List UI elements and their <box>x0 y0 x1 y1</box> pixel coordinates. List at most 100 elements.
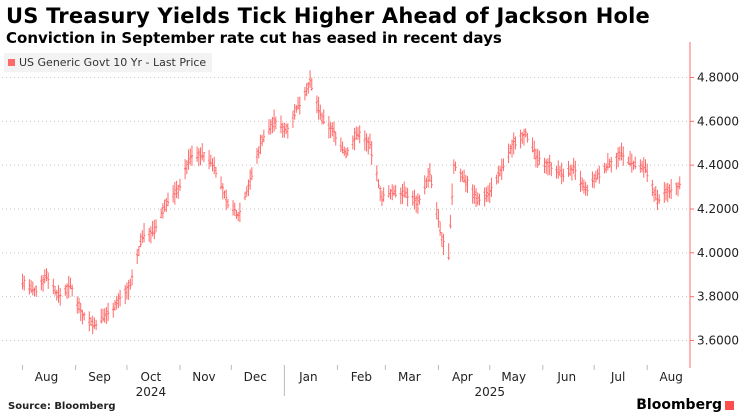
price-bar <box>533 140 536 160</box>
price-bar <box>103 308 106 323</box>
y-tick-label: 3.6000 <box>697 334 739 348</box>
legend-swatch <box>8 59 15 66</box>
price-bar <box>117 293 120 309</box>
price-bar <box>615 152 618 170</box>
price-bar <box>334 131 337 146</box>
price-bar <box>391 184 394 201</box>
price-bar <box>610 156 613 173</box>
price-bar <box>464 174 468 193</box>
price-bar <box>185 160 189 175</box>
price-bar <box>137 245 141 257</box>
price-bar <box>536 148 539 168</box>
price-bar <box>127 279 130 300</box>
price-bar <box>248 169 252 190</box>
price-bar <box>29 280 33 294</box>
price-bar <box>118 289 122 307</box>
price-bar <box>209 154 212 167</box>
x-tick-label: Jun <box>556 370 576 384</box>
price-bar <box>644 159 647 173</box>
price-bar <box>356 126 360 140</box>
price-bar <box>558 165 562 177</box>
price-bar <box>382 187 385 202</box>
price-bar <box>69 277 72 290</box>
price-bar <box>77 297 81 314</box>
price-bar <box>379 186 382 202</box>
y-tick-label: 4.0000 <box>697 246 739 260</box>
price-bar <box>308 70 312 88</box>
price-bar <box>346 147 349 156</box>
price-bar <box>570 164 574 181</box>
price-bar <box>483 187 486 207</box>
price-bar <box>76 296 79 314</box>
price-bar <box>531 137 534 153</box>
price-bar <box>495 174 498 185</box>
price-bar <box>296 96 300 110</box>
price-bar <box>579 170 582 192</box>
price-bar <box>604 163 608 173</box>
source-note: Source: Bloomberg <box>8 401 116 412</box>
price-bar <box>668 184 671 199</box>
price-bar <box>235 209 238 219</box>
price-bar <box>471 184 474 204</box>
price-bar <box>41 274 45 292</box>
price-bar <box>178 178 182 191</box>
price-bar <box>343 146 346 156</box>
price-bar <box>450 183 454 206</box>
price-bar <box>43 269 46 284</box>
price-bar <box>592 173 596 189</box>
price-bar <box>247 179 250 196</box>
price-bar <box>461 170 464 182</box>
price-bar <box>580 177 584 191</box>
price-bar <box>190 145 194 166</box>
price-bar <box>452 159 456 174</box>
price-bar <box>31 281 35 296</box>
price-bar <box>546 158 550 176</box>
price-bar <box>675 182 678 195</box>
price-bar <box>259 134 262 155</box>
price-bar <box>28 279 31 295</box>
price-bar <box>500 158 503 181</box>
chart-title: US Treasury Yields Tick Higher Ahead of … <box>6 4 650 28</box>
price-bar <box>524 128 527 138</box>
price-bar <box>603 162 606 174</box>
price-bar <box>416 193 420 214</box>
price-bar <box>207 150 211 170</box>
price-bar <box>267 119 271 135</box>
price-bar <box>281 122 284 138</box>
price-bar <box>136 249 139 265</box>
price-bar <box>370 141 373 165</box>
price-bar <box>298 96 301 115</box>
price-bar <box>53 285 57 296</box>
price-bar <box>474 188 478 208</box>
price-bar <box>197 148 201 167</box>
price-bar <box>238 202 242 223</box>
price-bar <box>201 143 204 161</box>
price-bar <box>380 190 384 207</box>
price-bar <box>58 287 62 306</box>
price-bar <box>392 185 396 196</box>
price-bar <box>320 112 324 125</box>
x-tick-label: Oct <box>141 370 162 384</box>
price-bar <box>608 158 611 168</box>
y-tick-label: 4.4000 <box>697 158 739 172</box>
price-bar <box>413 189 416 210</box>
price-bar <box>250 167 254 181</box>
price-bar <box>402 181 406 198</box>
price-bar <box>476 192 479 206</box>
price-bar <box>175 180 178 199</box>
price-bar <box>226 198 230 209</box>
legend: US Generic Govt 10 Yr - Last Price <box>4 53 213 72</box>
price-bar <box>33 287 36 297</box>
price-bar <box>485 187 488 203</box>
price-bar <box>100 308 103 324</box>
price-bar <box>478 193 481 206</box>
price-bar <box>358 125 361 144</box>
price-bar <box>437 209 440 228</box>
price-bar <box>245 186 248 197</box>
price-bar <box>291 110 295 128</box>
price-bar <box>173 181 177 205</box>
price-bar <box>543 157 546 174</box>
price-bar <box>339 137 343 152</box>
price-bar <box>572 157 575 174</box>
price-bar <box>620 142 623 161</box>
